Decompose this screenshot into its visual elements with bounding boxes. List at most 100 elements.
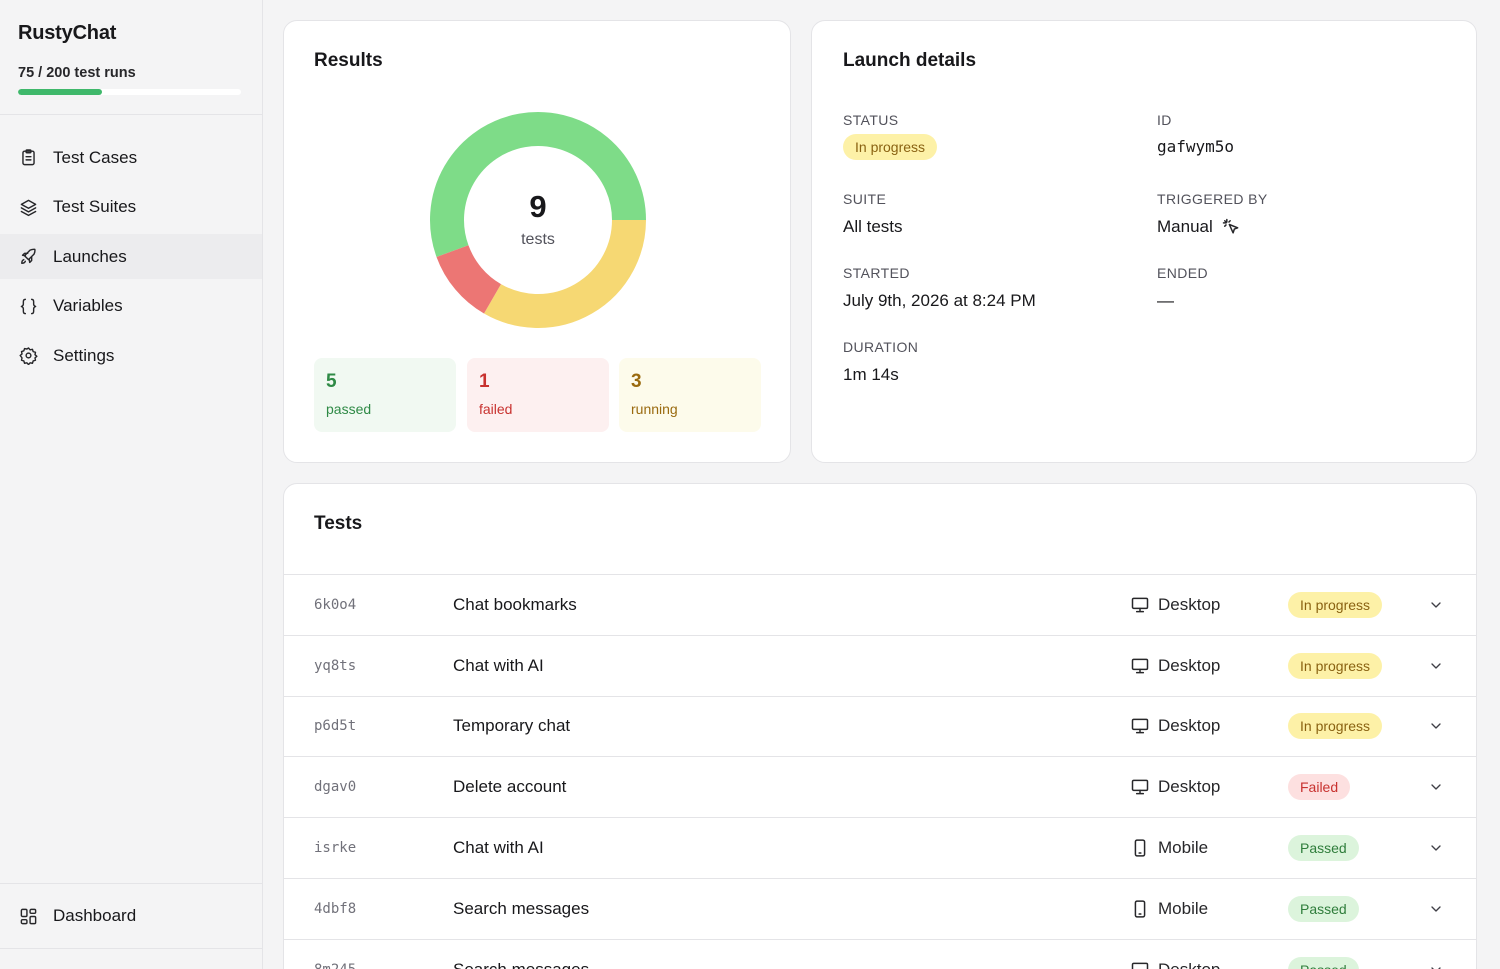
test-name: Chat with AI: [453, 838, 544, 858]
ended-label: ENDED: [1157, 265, 1209, 281]
usage-progress-fill: [18, 89, 102, 95]
tests-card: Tests 6k0o4 Chat bookmarks Desktop In progr…: [283, 483, 1477, 969]
launch-details-card: Launch details STATUS In progress ID gaf…: [811, 20, 1477, 463]
mobile-phone-icon: [1130, 899, 1158, 919]
chevron-down-icon[interactable]: [1427, 839, 1445, 857]
table-row[interactable]: p6d5t Temporary chat Desktop In progress: [284, 695, 1476, 757]
test-device: Desktop: [1130, 656, 1220, 676]
chevron-down-icon[interactable]: [1427, 717, 1445, 735]
chevron-down-icon[interactable]: [1427, 596, 1445, 614]
running-stat: 3 running: [619, 358, 761, 432]
test-id: p6d5t: [314, 718, 357, 735]
test-name: Delete account: [453, 777, 567, 797]
tests-table: 6k0o4 Chat bookmarks Desktop In progress yq8…: [284, 574, 1476, 969]
device-label: Desktop: [1158, 716, 1221, 736]
desktop-monitor-icon: [1130, 777, 1158, 797]
gear-icon: [18, 346, 38, 366]
suite-field: SUITE All tests: [843, 191, 903, 237]
total-tests-label: tests: [521, 231, 555, 248]
test-device: Mobile: [1130, 899, 1208, 919]
dashboard-grid-icon: [18, 906, 38, 926]
device-label: Desktop: [1158, 655, 1221, 675]
device-label: Desktop: [1158, 594, 1221, 614]
launch-details-title: Launch details: [843, 50, 977, 71]
table-row[interactable]: yq8ts Chat with AI Desktop In progress: [284, 634, 1476, 696]
tests-title: Tests: [314, 513, 363, 534]
chevron-down-icon[interactable]: [1427, 778, 1445, 796]
chevron-down-icon[interactable]: [1427, 900, 1445, 918]
sidebar-item-settings[interactable]: Settings: [0, 333, 262, 378]
desktop-monitor-icon: [1130, 595, 1158, 615]
device-label: Mobile: [1158, 838, 1209, 858]
status-badge: In progress: [1288, 652, 1383, 679]
table-row[interactable]: isrke Chat with AI Mobile Passed: [284, 817, 1476, 878]
status-badge: Passed: [1288, 956, 1359, 969]
device-label: Mobile: [1158, 898, 1209, 918]
clipboard-icon: [18, 148, 38, 168]
failed-stat: 1 failed: [467, 358, 609, 432]
donut-segment-running: [484, 219, 646, 328]
test-device: Desktop: [1130, 777, 1220, 797]
sidebar-item-launches[interactable]: Launches: [0, 234, 262, 279]
passed-count: 5: [326, 371, 337, 392]
sidebar-item-label: Dashboard: [53, 906, 137, 925]
table-row[interactable]: 6k0o4 Chat bookmarks Desktop In progress: [284, 574, 1476, 635]
usage-text: 75 / 200 test runs: [18, 65, 136, 81]
test-name: Chat bookmarks: [453, 594, 577, 614]
layers-icon: [18, 197, 38, 217]
table-row[interactable]: 8m245 Search messages Desktop Passed: [284, 938, 1476, 969]
desktop-monitor-icon: [1130, 716, 1158, 736]
sidebar: RustyChat 75 / 200 test runs Test Cases …: [0, 0, 263, 969]
status-field: STATUS In progress: [843, 112, 938, 160]
total-tests-count: 9: [529, 189, 547, 224]
sidebar-nav: Test Cases Test Suites Launches Variable…: [0, 115, 262, 378]
chevron-down-icon[interactable]: [1427, 961, 1445, 969]
failed-label: failed: [479, 401, 513, 417]
cursor-click-icon: [1221, 217, 1241, 237]
test-id: isrke: [314, 840, 357, 857]
test-name: Search messages: [453, 960, 589, 969]
test-id: dgav0: [314, 779, 357, 796]
sidebar-item-label: Variables: [53, 296, 123, 315]
table-row[interactable]: 4dbf8 Search messages Mobile Passed: [284, 877, 1476, 939]
test-device: Mobile: [1130, 838, 1208, 858]
sidebar-item-test-suites[interactable]: Test Suites: [0, 185, 262, 230]
test-device: Desktop: [1130, 595, 1220, 615]
test-device: Desktop: [1130, 716, 1220, 736]
launch-id: gafwym5o: [1157, 137, 1235, 156]
test-id: yq8ts: [314, 657, 357, 674]
sidebar-item-label: Test Cases: [53, 147, 138, 167]
test-name: Chat with AI: [453, 655, 544, 675]
status-label: STATUS: [843, 112, 899, 128]
test-id: 4dbf8: [314, 900, 357, 917]
test-id: 8m245: [314, 962, 356, 969]
test-name: Search messages: [453, 898, 590, 918]
test-name: Temporary chat: [453, 716, 571, 736]
sidebar-item-label: Launches: [53, 246, 127, 266]
rocket-icon: [18, 247, 38, 267]
duration-value: 1m 14s: [843, 365, 899, 384]
app-name: RustyChat: [18, 22, 117, 44]
results-donut-chart: [430, 112, 646, 328]
status-badge: Passed: [1288, 835, 1359, 862]
braces-icon: [18, 296, 38, 316]
donut-center: 9 tests: [427, 109, 649, 331]
status-badge: In progress: [843, 134, 938, 160]
chevron-down-icon[interactable]: [1427, 657, 1445, 675]
sidebar-item-label: Settings: [53, 345, 115, 365]
suite-label: SUITE: [843, 191, 887, 207]
ended-field: ENDED —: [1157, 265, 1208, 311]
test-id: 6k0o4: [314, 596, 357, 613]
sidebar-item-variables[interactable]: Variables: [0, 284, 262, 329]
table-row[interactable]: dgav0 Delete account Desktop Failed: [284, 756, 1476, 817]
id-field: ID gafwym5o: [1157, 112, 1234, 156]
usage-progress-bar: [18, 89, 241, 95]
started-label: STARTED: [843, 265, 910, 281]
sidebar-item-dashboard[interactable]: Dashboard: [0, 883, 262, 949]
id-label: ID: [1157, 112, 1172, 128]
sidebar-item-test-cases[interactable]: Test Cases: [0, 135, 262, 180]
status-badge: Passed: [1288, 895, 1359, 922]
triggered-by-field: TRIGGERED BY Manual: [1157, 191, 1268, 237]
status-badge: In progress: [1288, 591, 1383, 618]
status-badge: Failed: [1288, 774, 1351, 801]
